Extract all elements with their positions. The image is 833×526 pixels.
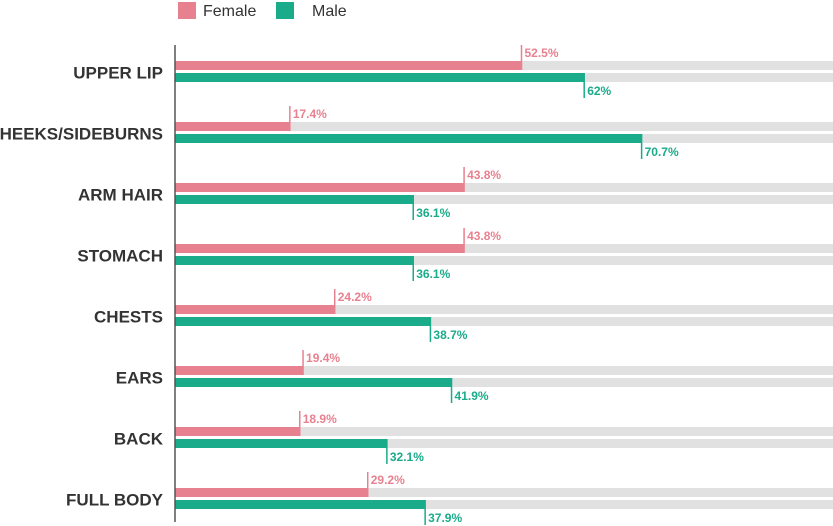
legend-label-female: Female [203,3,256,20]
legend-swatch-male [276,2,294,19]
value-label-male-ears: 41.9% [455,389,489,403]
category-label-ears: EARS [116,368,163,387]
value-label-female-arm-hair: 43.8% [467,168,501,182]
track-female-stomach [175,244,833,253]
bar-female-chests [175,305,335,314]
track-male-ears [175,378,833,387]
value-label-male-chests: 38.7% [433,328,467,342]
plot-area: UPPER LIP 52.5% 62% CHEEKS/SIDEBURNS 17.4% 70… [0,45,833,525]
legend-label-male: Male [312,3,347,20]
bar-male-back [175,439,387,448]
value-label-female-upper-lip: 52.5% [525,46,559,60]
value-label-male-upper-lip: 62% [587,84,611,98]
track-female-ears [175,366,833,375]
value-label-female-cheeks-sideburns: 17.4% [293,107,327,121]
bar-male-chests [175,317,431,326]
category-label-arm-hair: ARM HAIR [78,185,163,204]
value-label-female-ears: 19.4% [306,351,340,365]
bar-male-ears [175,378,452,387]
category-label-cheeks-sideburns: CHEEKS/SIDEBURNS [0,124,163,143]
value-label-female-full-body: 29.2% [371,473,405,487]
bar-female-stomach [175,244,465,253]
bar-female-ears [175,366,304,375]
bar-male-cheeks-sideburns [175,134,642,143]
track-male-chests [175,317,833,326]
track-female-cheeks-sideburns [175,122,833,131]
bar-male-full-body [175,500,426,509]
track-female-chests [175,305,833,314]
category-label-chests: CHESTS [94,307,163,326]
track-male-stomach [175,256,833,265]
track-male-back [175,439,833,448]
bar-female-back [175,427,300,436]
bar-female-full-body [175,488,368,497]
value-label-male-full-body: 37.9% [428,511,462,525]
value-label-male-stomach: 36.1% [416,267,450,281]
track-male-arm-hair [175,195,833,204]
bar-female-arm-hair [175,183,465,192]
category-label-upper-lip: UPPER LIP [73,63,163,82]
track-female-full-body [175,488,833,497]
category-label-back: BACK [114,429,164,448]
value-label-female-back: 18.9% [303,412,337,426]
bar-male-arm-hair [175,195,414,204]
category-label-full-body: FULL BODY [66,490,164,509]
value-label-male-arm-hair: 36.1% [416,206,450,220]
value-label-female-stomach: 43.8% [467,229,501,243]
bar-female-cheeks-sideburns [175,122,290,131]
value-label-female-chests: 24.2% [338,290,372,304]
bar-male-upper-lip [175,73,585,82]
value-label-male-back: 32.1% [390,450,424,464]
bar-female-upper-lip [175,61,522,70]
category-label-stomach: STOMACH [77,246,163,265]
legend: Female Male [178,2,347,20]
bar-male-stomach [175,256,414,265]
value-label-male-cheeks-sideburns: 70.7% [645,145,679,159]
track-female-back [175,427,833,436]
legend-swatch-female [178,2,196,19]
track-female-arm-hair [175,183,833,192]
track-male-full-body [175,500,833,509]
